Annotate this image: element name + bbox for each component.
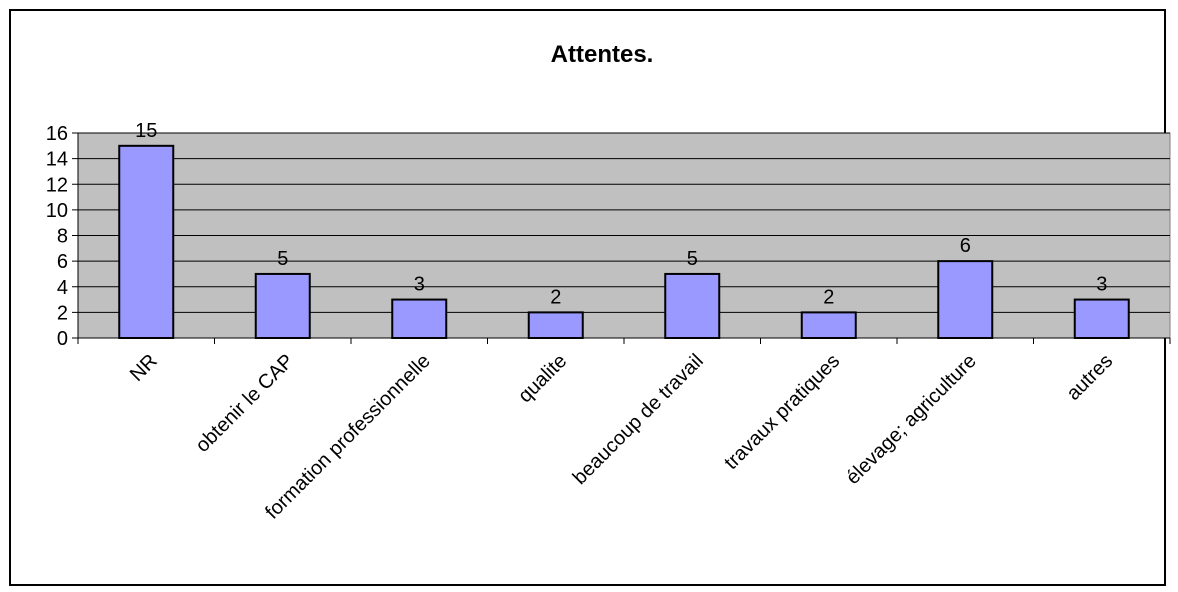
category-label: travaux pratiques (720, 350, 844, 474)
data-label: 6 (960, 235, 971, 257)
data-label: 3 (414, 274, 425, 296)
data-labels: 15 5 3 2 5 2 6 3 (135, 120, 1107, 309)
bar (254, 272, 311, 339)
y-tick-label: 14 (46, 149, 68, 171)
data-label: 2 (550, 286, 561, 308)
bar (1073, 298, 1130, 339)
y-tick-label: 16 (46, 123, 68, 145)
category-label: beaucoup de travail (569, 350, 708, 489)
y-tick-label: 10 (46, 200, 68, 222)
bar (937, 260, 994, 339)
bar (391, 298, 448, 339)
category-label: élevage; agriculture (842, 350, 981, 489)
y-tick-label: 2 (57, 302, 68, 324)
bar (800, 311, 857, 339)
y-axis-ticks: 0 2 4 6 8 10 12 14 16 (46, 123, 78, 350)
chart-title: Attentes. (551, 41, 654, 68)
category-label: qualite (514, 350, 571, 407)
y-tick-label: 4 (57, 277, 68, 299)
bar (527, 311, 584, 339)
y-tick-label: 6 (57, 251, 68, 273)
data-label: 15 (135, 120, 157, 142)
category-label: obtenir le CAP (192, 350, 299, 457)
bar (118, 144, 175, 339)
category-label: NR (126, 350, 162, 386)
y-tick-label: 12 (46, 174, 68, 196)
x-axis-ticks (77, 338, 1171, 344)
data-label: 5 (687, 248, 698, 270)
category-label: autres (1062, 350, 1117, 405)
y-tick-label: 8 (57, 226, 68, 248)
bar (664, 272, 721, 339)
data-label: 5 (277, 248, 288, 270)
y-tick-label: 0 (57, 328, 68, 350)
data-label: 2 (823, 286, 834, 308)
data-label: 3 (1096, 274, 1107, 296)
